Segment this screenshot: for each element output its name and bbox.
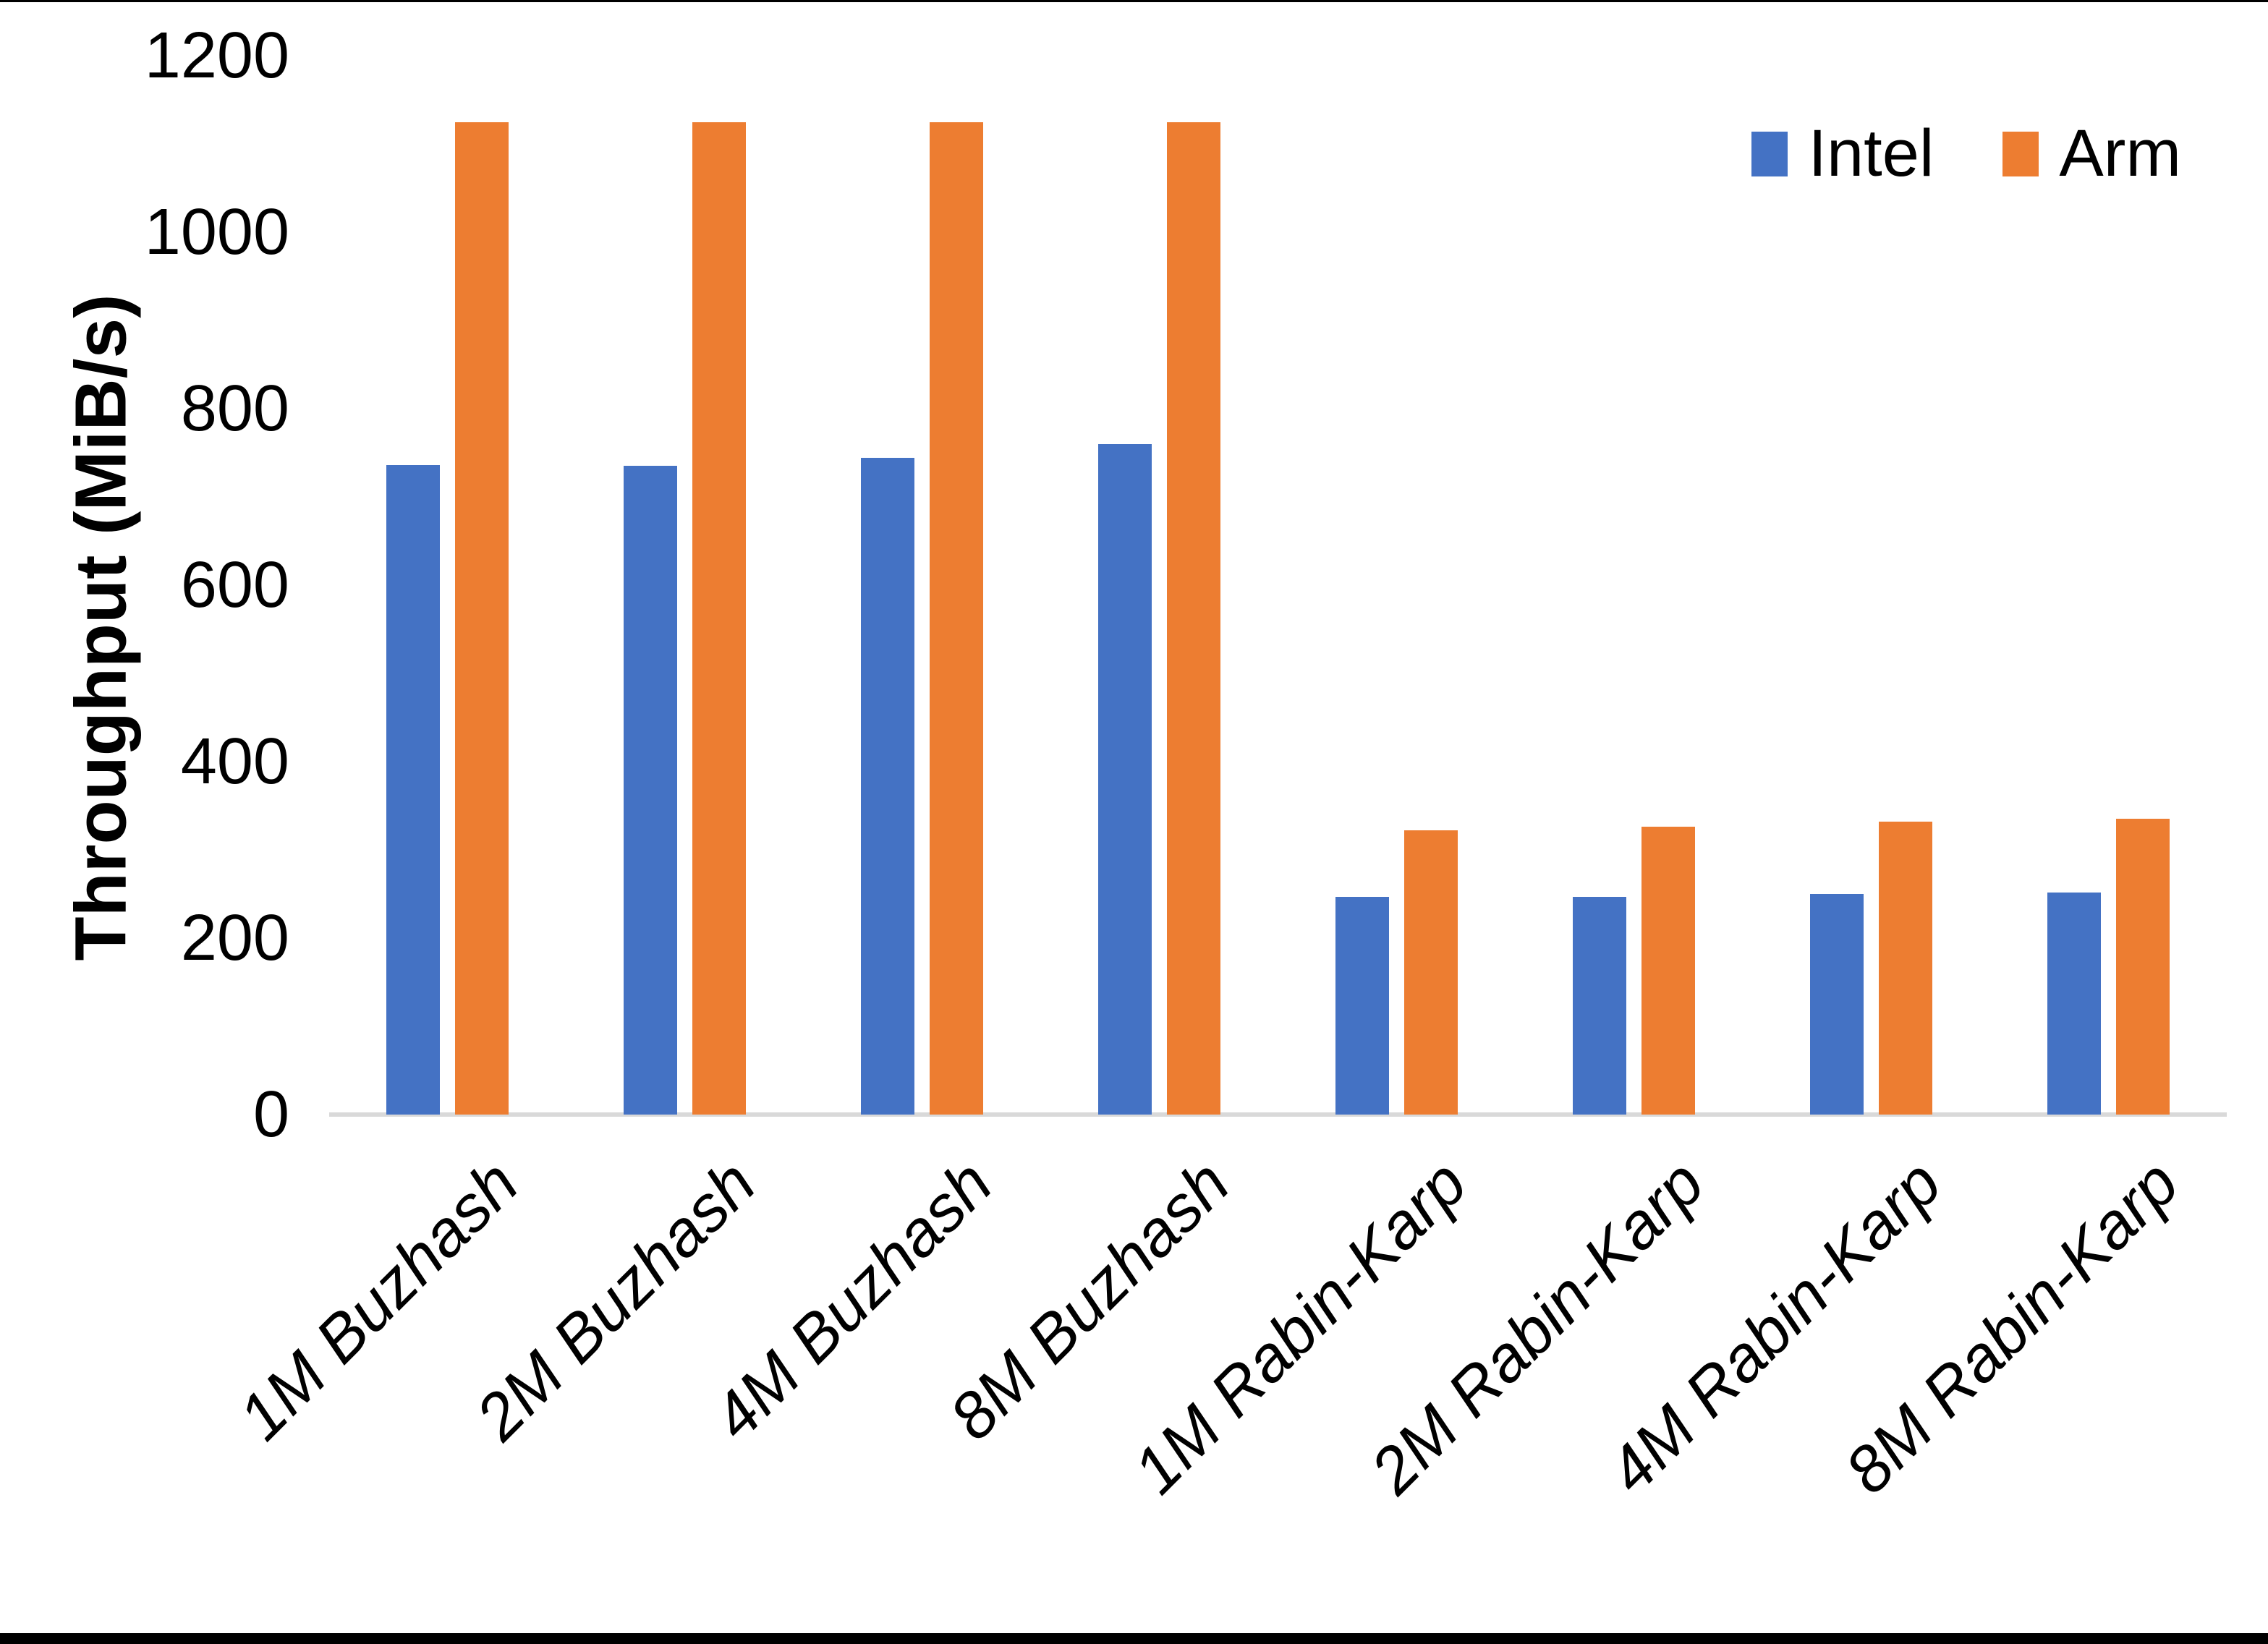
y-tick-label-0: 0 — [252, 1078, 289, 1151]
bar-arm-1m-rabin-karp — [1403, 830, 1458, 1115]
y-tick-label-600: 600 — [180, 549, 289, 621]
bar-intel-8m-rabin-karp — [2047, 892, 2101, 1115]
legend-label-intel: Intel — [1808, 116, 1934, 190]
bar-intel-4m-rabin-karp — [1809, 894, 1864, 1115]
bar-arm-4m-rabin-karp — [1878, 821, 1932, 1115]
y-tick-label-400: 400 — [180, 725, 289, 798]
bar-arm-2m-buzhash — [692, 122, 747, 1115]
bar-arm-4m-buzhash — [930, 122, 984, 1115]
plot-area — [329, 56, 2227, 1117]
page-bottom-border — [0, 1633, 2268, 1644]
legend-swatch-intel — [1751, 131, 1788, 176]
y-tick-label-800: 800 — [180, 372, 289, 445]
legend-item-arm: Arm — [2002, 116, 2181, 192]
bar-intel-2m-rabin-karp — [1572, 896, 1626, 1115]
legend-item-intel: Intel — [1751, 116, 1934, 192]
bar-intel-2m-buzhash — [624, 466, 678, 1115]
y-tick-label-1200: 1200 — [144, 20, 289, 92]
legend-swatch-arm — [2002, 131, 2039, 176]
page-top-border — [0, 0, 2268, 2]
x-axis-line — [329, 1112, 2227, 1117]
bar-arm-2m-rabin-karp — [1641, 827, 1695, 1115]
bar-arm-8m-rabin-karp — [2115, 819, 2170, 1115]
bar-arm-8m-buzhash — [1167, 122, 1221, 1115]
bar-intel-1m-rabin-karp — [1335, 896, 1389, 1115]
bar-intel-1m-buzhash — [386, 465, 441, 1115]
y-tick-label-1000: 1000 — [144, 196, 289, 268]
bar-intel-4m-buzhash — [861, 458, 915, 1115]
y-tick-label-200: 200 — [180, 902, 289, 974]
bar-intel-8m-buzhash — [1098, 443, 1152, 1115]
legend: Intel Arm — [1751, 116, 2181, 192]
bar-arm-1m-buzhash — [455, 122, 509, 1115]
legend-label-arm: Arm — [2059, 116, 2181, 190]
